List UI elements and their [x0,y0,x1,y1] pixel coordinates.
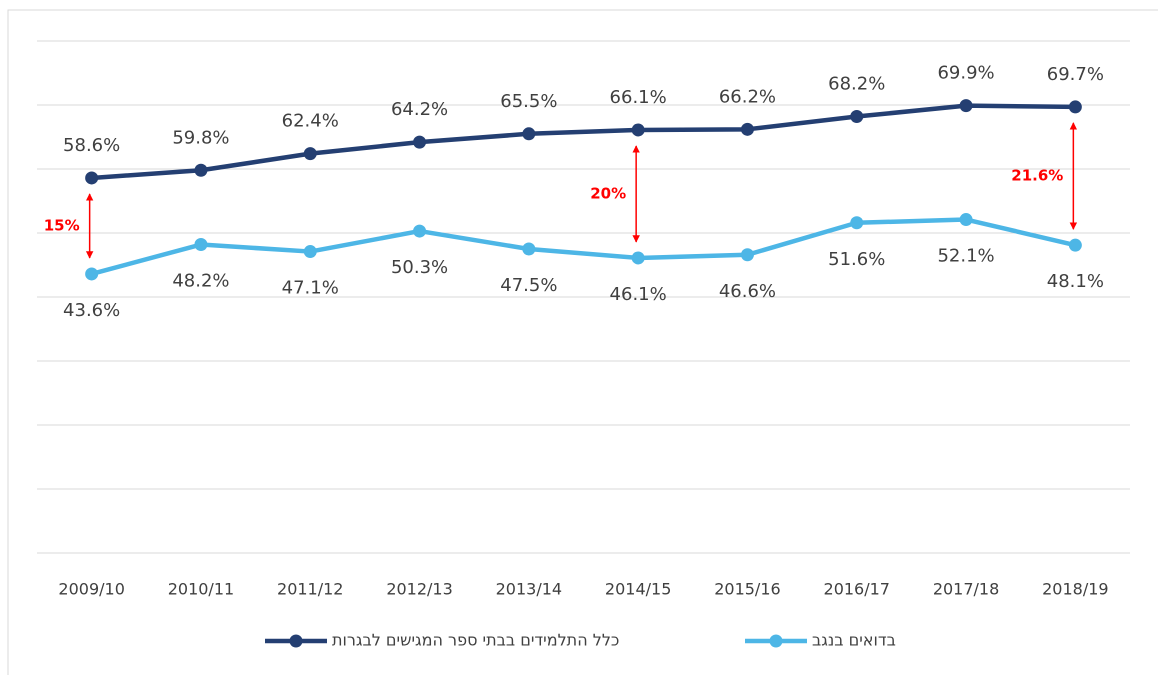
data-label: 46.6% [719,281,776,302]
point [740,122,754,136]
point [959,99,973,113]
data-label: 68.2% [828,74,885,95]
data-label: 66.1% [610,87,667,108]
series-line [91,217,1076,277]
x-tick-label: 2013/14 [496,580,562,599]
x-tick-label: 2014/15 [605,580,671,599]
data-label: 51.6% [828,249,885,270]
legend-label: כלל התלמידים בבתי ספר המגישים לבגרות [332,631,619,650]
x-tick-label: 2010/11 [168,580,234,599]
data-label: 50.3% [391,257,448,278]
x-tick-label: 2017/18 [933,580,999,599]
point [85,267,99,281]
data-label: 58.6% [63,135,120,156]
point [850,216,864,230]
data-label: 48.1% [1047,271,1104,292]
point [303,147,317,161]
point [631,251,645,265]
x-tick-label: 2012/13 [386,580,452,599]
data-label: 47.1% [282,278,339,299]
point [740,248,754,262]
x-tick-label: 2016/17 [824,580,890,599]
x-tick-label: 2011/12 [277,580,343,599]
data-label: 59.8% [172,127,229,148]
data-label: 64.2% [391,99,448,120]
annotation: 20% [590,184,626,202]
point [194,238,208,252]
data-label: 62.4% [282,111,339,132]
x-tick-label: 2009/10 [58,580,124,599]
point [413,135,427,149]
point [1068,100,1082,114]
annotation: 15% [44,216,80,234]
legend-marker [769,634,783,648]
data-label: 52.1% [937,246,994,267]
data-label: 47.5% [500,275,557,296]
legend-marker [289,634,303,648]
point [85,171,99,185]
point [850,110,864,124]
point [303,245,317,259]
data-label: 66.2% [719,86,776,107]
point [959,213,973,227]
x-tick-label: 2015/16 [714,580,780,599]
data-label: 65.5% [500,91,557,112]
data-label: 46.1% [610,284,667,305]
data-label: 69.7% [1047,64,1104,85]
point [413,224,427,238]
frame [7,9,1158,675]
point [631,123,645,137]
series-line [91,103,1076,181]
data-label: 69.9% [937,63,994,84]
annotation: 21.6% [1011,167,1063,185]
legend-label: בדואים בנגב [812,631,896,650]
point [522,127,536,141]
point [1068,238,1082,252]
point [194,163,208,177]
x-tick-label: 2018/19 [1042,580,1108,599]
data-label: 48.2% [172,271,229,292]
point [522,242,536,256]
data-label: 43.6% [63,300,120,321]
